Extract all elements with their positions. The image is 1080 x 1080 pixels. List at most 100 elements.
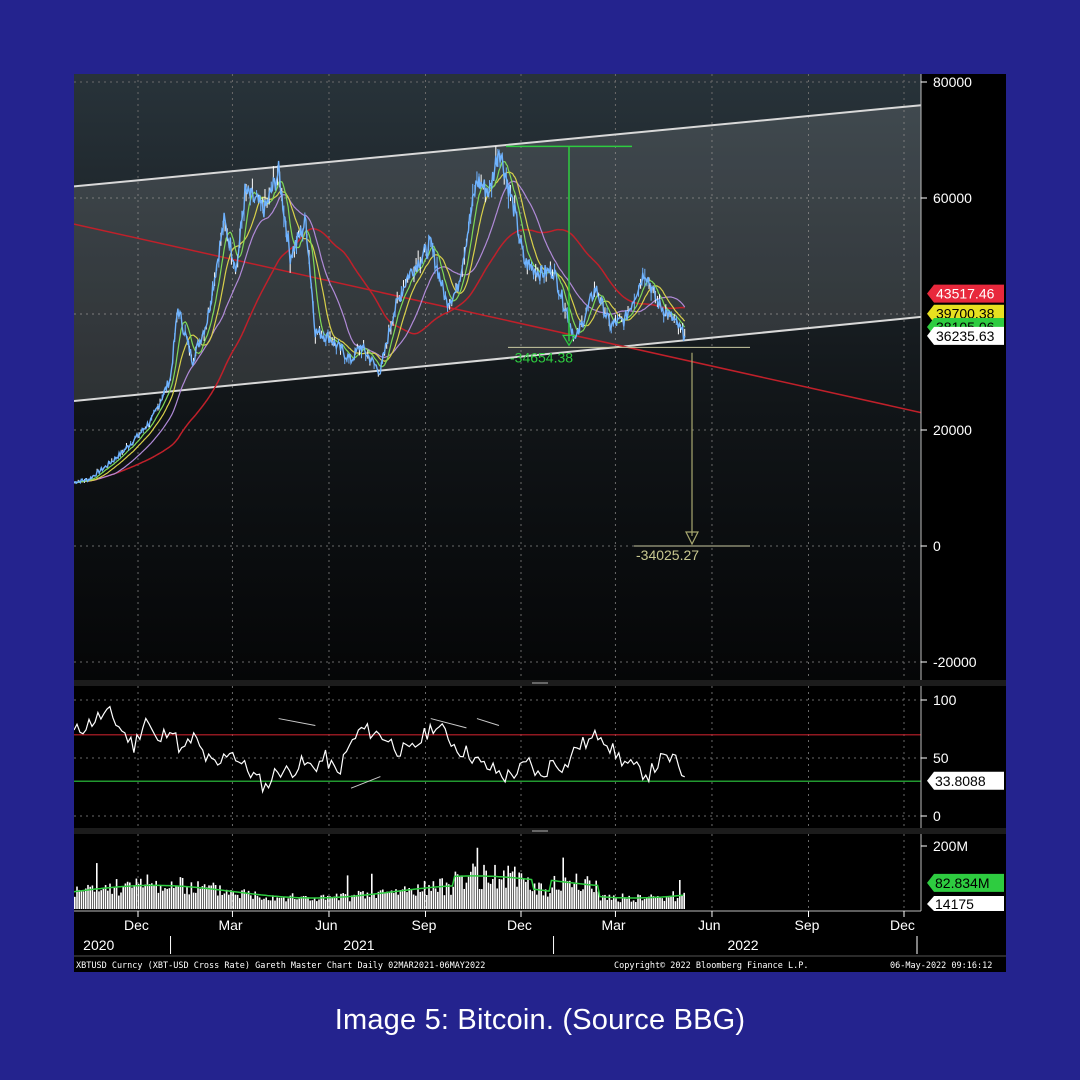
volume-bar bbox=[179, 877, 182, 909]
volume-bar bbox=[586, 876, 589, 909]
volume-bar bbox=[203, 884, 206, 909]
volume-bar bbox=[208, 885, 210, 909]
volume-bar bbox=[428, 885, 430, 909]
volume-bar bbox=[544, 889, 547, 909]
volume-bar bbox=[357, 890, 360, 909]
volume-bar bbox=[221, 894, 223, 909]
volume-bar bbox=[296, 899, 298, 909]
volume-bar bbox=[261, 899, 263, 909]
volume-bar bbox=[362, 891, 364, 909]
volume-bar bbox=[555, 889, 558, 909]
volume-bar bbox=[481, 889, 483, 909]
volume-bar bbox=[272, 895, 274, 909]
volume-bar bbox=[263, 898, 265, 909]
price-series-line bbox=[74, 149, 686, 485]
price-tick-label-2: 20000 bbox=[933, 422, 972, 438]
volume-bar bbox=[588, 880, 591, 909]
volume-bar bbox=[247, 890, 250, 909]
volume-bar bbox=[492, 879, 494, 909]
volume-bar bbox=[175, 885, 177, 909]
volume-bar bbox=[375, 897, 377, 909]
volume-bar bbox=[351, 895, 353, 909]
price-tag-bg-0 bbox=[927, 284, 1004, 303]
rsi-divergence-line-2 bbox=[430, 718, 467, 729]
volume-bar bbox=[164, 888, 166, 909]
volume-bar bbox=[201, 886, 204, 909]
separator-grip-2[interactable] bbox=[532, 830, 548, 832]
volume-bar bbox=[89, 886, 91, 909]
price-tag-label-3: 36235.63 bbox=[936, 328, 995, 344]
volume-bar bbox=[109, 883, 111, 909]
x-month-label-5: Mar bbox=[601, 917, 625, 933]
volume-bar bbox=[239, 898, 241, 909]
volume-bar bbox=[316, 901, 318, 909]
volume-bars bbox=[74, 847, 685, 909]
volume-bar bbox=[641, 900, 644, 909]
volume-bar bbox=[461, 875, 463, 909]
volume-bar bbox=[463, 888, 465, 909]
volume-bar bbox=[129, 882, 131, 909]
volume-bar bbox=[606, 899, 608, 909]
volume-bar bbox=[613, 895, 615, 909]
volume-bar bbox=[489, 883, 492, 909]
volume-bar bbox=[122, 886, 124, 909]
volume-bar bbox=[628, 895, 630, 909]
volume-bar bbox=[401, 889, 404, 909]
image-caption: Image 5: Bitcoin. (Source BBG) bbox=[334, 1004, 746, 1036]
bloomberg-chart-frame: -34654.38 -34025.27 80000 60000 20000 0 -2000… bbox=[74, 74, 1006, 972]
volume-bar bbox=[382, 889, 384, 909]
volume-bar bbox=[190, 882, 193, 909]
volume-bar bbox=[228, 894, 230, 909]
volume-bar bbox=[646, 897, 648, 909]
volume-bar bbox=[364, 898, 366, 909]
volume-bar bbox=[355, 895, 358, 909]
volume-bar bbox=[115, 879, 118, 909]
rsi-tick-label-2: 0 bbox=[933, 808, 941, 824]
rsi-tick-label-0: 100 bbox=[933, 692, 957, 708]
volume-bar bbox=[540, 883, 542, 909]
volume-bar bbox=[577, 889, 580, 909]
volume-bar bbox=[243, 889, 245, 909]
volume-bar bbox=[454, 871, 457, 909]
volume-bar bbox=[184, 893, 186, 909]
volume-bar bbox=[571, 887, 573, 909]
volume-bar bbox=[470, 871, 472, 909]
volume-bar bbox=[575, 873, 578, 909]
volume-bar bbox=[681, 895, 683, 909]
volume-last-tag-bg bbox=[927, 896, 1004, 911]
price-tag-label-0: 43517.46 bbox=[936, 286, 995, 302]
measure-1-arrowhead bbox=[561, 334, 577, 347]
volume-bar bbox=[498, 878, 501, 909]
x-month-label-0: Dec bbox=[124, 917, 149, 933]
volume-bar bbox=[593, 892, 595, 909]
volume-bar bbox=[148, 884, 151, 909]
volume-bar bbox=[287, 898, 289, 909]
volume-bar bbox=[393, 893, 395, 909]
volume-bar bbox=[283, 897, 285, 909]
volume-ma-tag-bg bbox=[927, 873, 1004, 892]
long-moving-average-line bbox=[74, 227, 685, 484]
volume-bar bbox=[236, 894, 239, 909]
x-month-label-2: Jun bbox=[315, 917, 338, 933]
volume-bar bbox=[181, 877, 184, 909]
volume-bar bbox=[419, 891, 421, 909]
volume-bar bbox=[683, 892, 685, 909]
volume-grid bbox=[137, 834, 905, 911]
volume-bar bbox=[423, 880, 426, 909]
volume-bar bbox=[487, 882, 490, 909]
separator-grip-1[interactable] bbox=[532, 682, 548, 684]
volume-bar bbox=[322, 894, 325, 909]
volume-bar bbox=[483, 864, 485, 909]
volume-bar bbox=[219, 885, 221, 909]
volume-bar bbox=[368, 896, 371, 909]
volume-bar bbox=[309, 900, 311, 909]
volume-bar bbox=[333, 896, 336, 909]
volume-bar bbox=[342, 893, 344, 909]
x-month-label-7: Sep bbox=[795, 917, 820, 933]
volume-bar bbox=[162, 890, 164, 909]
volume-bar bbox=[210, 885, 212, 909]
rsi-divergence-line-1 bbox=[350, 776, 381, 789]
volume-bar bbox=[533, 883, 536, 909]
volume-bar bbox=[146, 874, 149, 909]
red-trendline bbox=[74, 223, 922, 414]
